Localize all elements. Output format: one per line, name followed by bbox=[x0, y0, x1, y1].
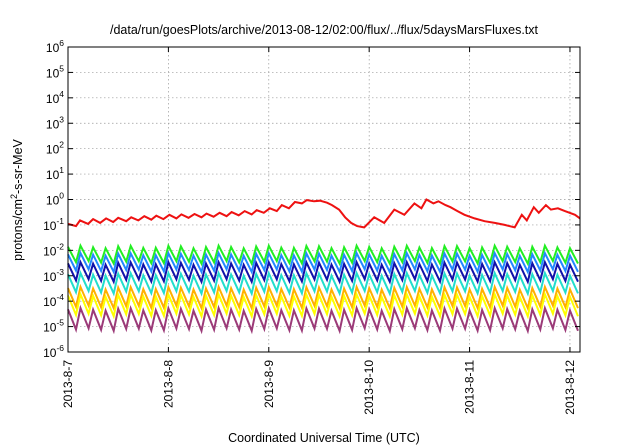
y-tick-label: 104 bbox=[46, 89, 64, 106]
y-tick-label: 102 bbox=[46, 140, 64, 157]
chart-title: /data/run/goesPlots/archive/2013-08-12/0… bbox=[110, 23, 539, 37]
x-tick-label: 2013-8-12 bbox=[563, 360, 577, 415]
y-axis-label-rest: -s-sr-MeV bbox=[11, 138, 25, 194]
y-tick-label: 10-1 bbox=[43, 216, 64, 233]
x-tick-label: 2013-8-7 bbox=[61, 360, 75, 408]
y-tick-label: 103 bbox=[46, 114, 64, 131]
y-axis-label-sup: 2 bbox=[9, 194, 19, 199]
y-axis-label-main: protons/cm bbox=[11, 199, 25, 261]
x-axis: 2013-8-7 2013-8-8 2013-8-9 2013-8-10 2013-8-… bbox=[61, 47, 577, 415]
y-axis: 106 105 104 103 102 101 100 10-1 10-2 10-3 10-4 10-… bbox=[43, 38, 580, 360]
y-tick-label: 10-3 bbox=[43, 267, 64, 284]
series-line-6 bbox=[67, 290, 579, 320]
series-line-7 bbox=[67, 304, 579, 335]
x-tick-label: 2013-8-11 bbox=[463, 360, 477, 414]
y-tick-label: 101 bbox=[46, 165, 64, 182]
series-line-0 bbox=[67, 198, 581, 229]
y-tick-label: 10-4 bbox=[43, 292, 64, 309]
y-tick-label: 100 bbox=[46, 191, 64, 208]
series-line-1 bbox=[67, 242, 579, 267]
series-layer bbox=[67, 198, 581, 335]
x-tick-label: 2013-8-9 bbox=[262, 360, 276, 408]
series-line-3 bbox=[67, 259, 579, 285]
series-line-4 bbox=[67, 269, 579, 297]
series-line-5 bbox=[67, 283, 579, 312]
x-tick-label: 2013-8-8 bbox=[161, 360, 175, 408]
x-tick-label: 2013-8-10 bbox=[362, 360, 376, 415]
series-line-2 bbox=[67, 250, 579, 275]
x-axis-label: Coordinated Universal Time (UTC) bbox=[228, 431, 420, 445]
y-tick-label: 106 bbox=[46, 38, 64, 55]
y-tick-label: 10-2 bbox=[43, 241, 64, 258]
y-axis-label: protons/cm2-s-sr-MeV bbox=[9, 138, 25, 260]
y-tick-label: 10-6 bbox=[43, 343, 64, 360]
y-tick-label: 105 bbox=[46, 63, 64, 80]
y-tick-label: 10-5 bbox=[43, 318, 64, 335]
